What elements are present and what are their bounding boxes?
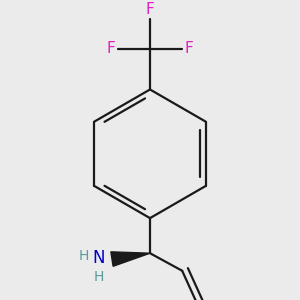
Text: F: F: [184, 41, 193, 56]
Text: H: H: [94, 270, 104, 284]
Text: H: H: [78, 249, 88, 262]
Text: F: F: [107, 41, 116, 56]
Text: N: N: [93, 249, 105, 267]
Text: F: F: [146, 2, 154, 17]
Polygon shape: [111, 252, 150, 266]
